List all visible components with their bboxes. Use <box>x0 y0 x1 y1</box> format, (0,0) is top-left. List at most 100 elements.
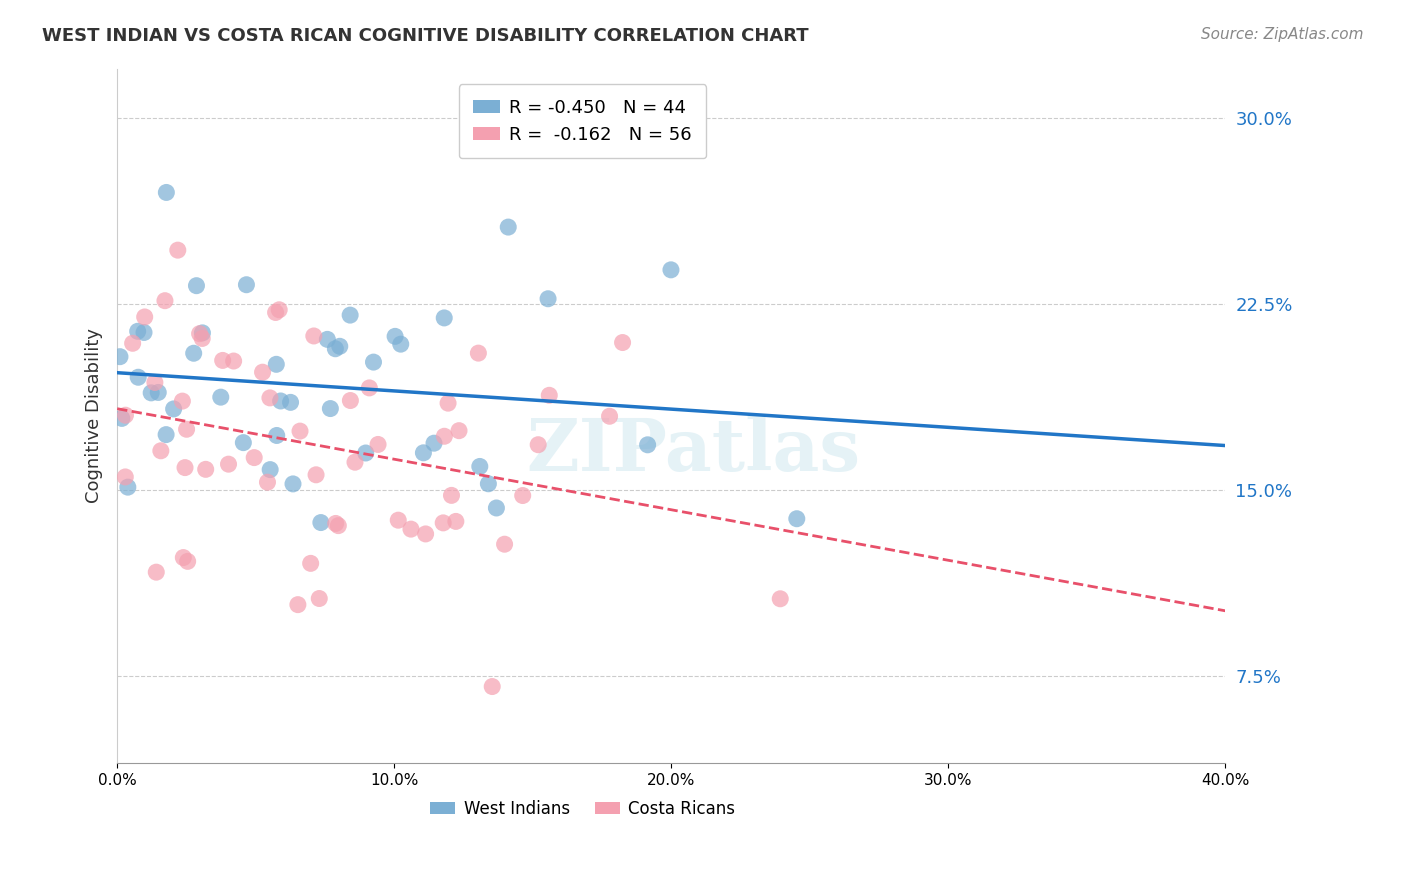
Costa Ricans <box>359 381 381 395</box>
Costa Ricans <box>172 550 194 565</box>
Costa Ricans <box>538 388 561 402</box>
Costa Ricans <box>188 326 211 341</box>
Costa Ricans <box>218 457 240 471</box>
Costa Ricans <box>145 565 167 579</box>
West Indians <box>325 342 347 356</box>
West Indians <box>496 220 519 235</box>
West Indians <box>111 411 134 425</box>
Costa Ricans <box>325 516 347 531</box>
Costa Ricans <box>440 488 463 502</box>
West Indians <box>183 346 205 360</box>
Costa Ricans <box>527 438 550 452</box>
Costa Ricans <box>256 475 278 490</box>
Costa Ricans <box>222 354 245 368</box>
Costa Ricans <box>481 680 503 694</box>
West Indians <box>148 385 170 400</box>
Costa Ricans <box>305 467 328 482</box>
West Indians <box>329 339 352 353</box>
Costa Ricans <box>769 591 792 606</box>
West Indians <box>316 332 339 346</box>
West Indians <box>423 436 446 450</box>
West Indians <box>363 355 385 369</box>
Costa Ricans <box>437 396 460 410</box>
West Indians <box>281 476 304 491</box>
West Indians <box>384 329 406 343</box>
Costa Ricans <box>432 516 454 530</box>
Costa Ricans <box>599 409 621 424</box>
Costa Ricans <box>176 422 198 436</box>
West Indians <box>477 476 499 491</box>
Costa Ricans <box>149 443 172 458</box>
Costa Ricans <box>612 335 634 350</box>
Text: WEST INDIAN VS COSTA RICAN COGNITIVE DISABILITY CORRELATION CHART: WEST INDIAN VS COSTA RICAN COGNITIVE DIS… <box>42 27 808 45</box>
Costa Ricans <box>494 537 516 551</box>
West Indians <box>659 263 682 277</box>
Costa Ricans <box>134 310 156 324</box>
West Indians <box>132 326 155 340</box>
Costa Ricans <box>194 462 217 476</box>
Costa Ricans <box>269 302 291 317</box>
West Indians <box>155 427 177 442</box>
West Indians <box>117 480 139 494</box>
West Indians <box>485 500 508 515</box>
Costa Ricans <box>467 346 489 360</box>
Y-axis label: Cognitive Disability: Cognitive Disability <box>86 328 103 503</box>
West Indians <box>209 390 232 404</box>
Costa Ricans <box>174 460 197 475</box>
Costa Ricans <box>211 353 233 368</box>
Costa Ricans <box>339 393 361 408</box>
West Indians <box>155 186 177 200</box>
Costa Ricans <box>328 518 350 533</box>
Text: Source: ZipAtlas.com: Source: ZipAtlas.com <box>1201 27 1364 42</box>
Costa Ricans <box>143 376 166 390</box>
Costa Ricans <box>172 394 194 409</box>
West Indians <box>127 324 149 338</box>
Costa Ricans <box>166 243 188 257</box>
Costa Ricans <box>264 305 287 319</box>
West Indians <box>259 462 281 476</box>
West Indians <box>637 438 659 452</box>
West Indians <box>433 310 456 325</box>
West Indians <box>468 459 491 474</box>
Costa Ricans <box>114 408 136 422</box>
Costa Ricans <box>252 365 274 379</box>
Costa Ricans <box>512 489 534 503</box>
Costa Ricans <box>343 455 366 469</box>
West Indians <box>162 401 184 416</box>
Costa Ricans <box>288 424 311 438</box>
Costa Ricans <box>243 450 266 465</box>
West Indians <box>232 435 254 450</box>
Costa Ricans <box>415 527 437 541</box>
West Indians <box>191 326 214 340</box>
Costa Ricans <box>176 554 198 568</box>
Costa Ricans <box>287 598 309 612</box>
Costa Ricans <box>308 591 330 606</box>
West Indians <box>266 357 288 371</box>
West Indians <box>309 516 332 530</box>
West Indians <box>339 308 361 322</box>
West Indians <box>412 446 434 460</box>
West Indians <box>186 278 208 293</box>
West Indians <box>127 370 149 384</box>
Costa Ricans <box>399 522 422 536</box>
West Indians <box>280 395 302 409</box>
Legend: West Indians, Costa Ricans: West Indians, Costa Ricans <box>423 793 742 824</box>
Costa Ricans <box>114 470 136 484</box>
West Indians <box>270 394 292 409</box>
Costa Ricans <box>121 336 143 351</box>
West Indians <box>537 292 560 306</box>
Costa Ricans <box>259 391 281 405</box>
Costa Ricans <box>153 293 176 308</box>
Costa Ricans <box>444 515 467 529</box>
West Indians <box>266 428 288 442</box>
West Indians <box>389 337 412 351</box>
Costa Ricans <box>447 424 470 438</box>
West Indians <box>319 401 342 416</box>
Costa Ricans <box>433 429 456 443</box>
Costa Ricans <box>387 513 409 527</box>
Costa Ricans <box>302 329 325 343</box>
West Indians <box>354 446 377 460</box>
West Indians <box>235 277 257 292</box>
West Indians <box>108 350 131 364</box>
Costa Ricans <box>299 557 322 571</box>
